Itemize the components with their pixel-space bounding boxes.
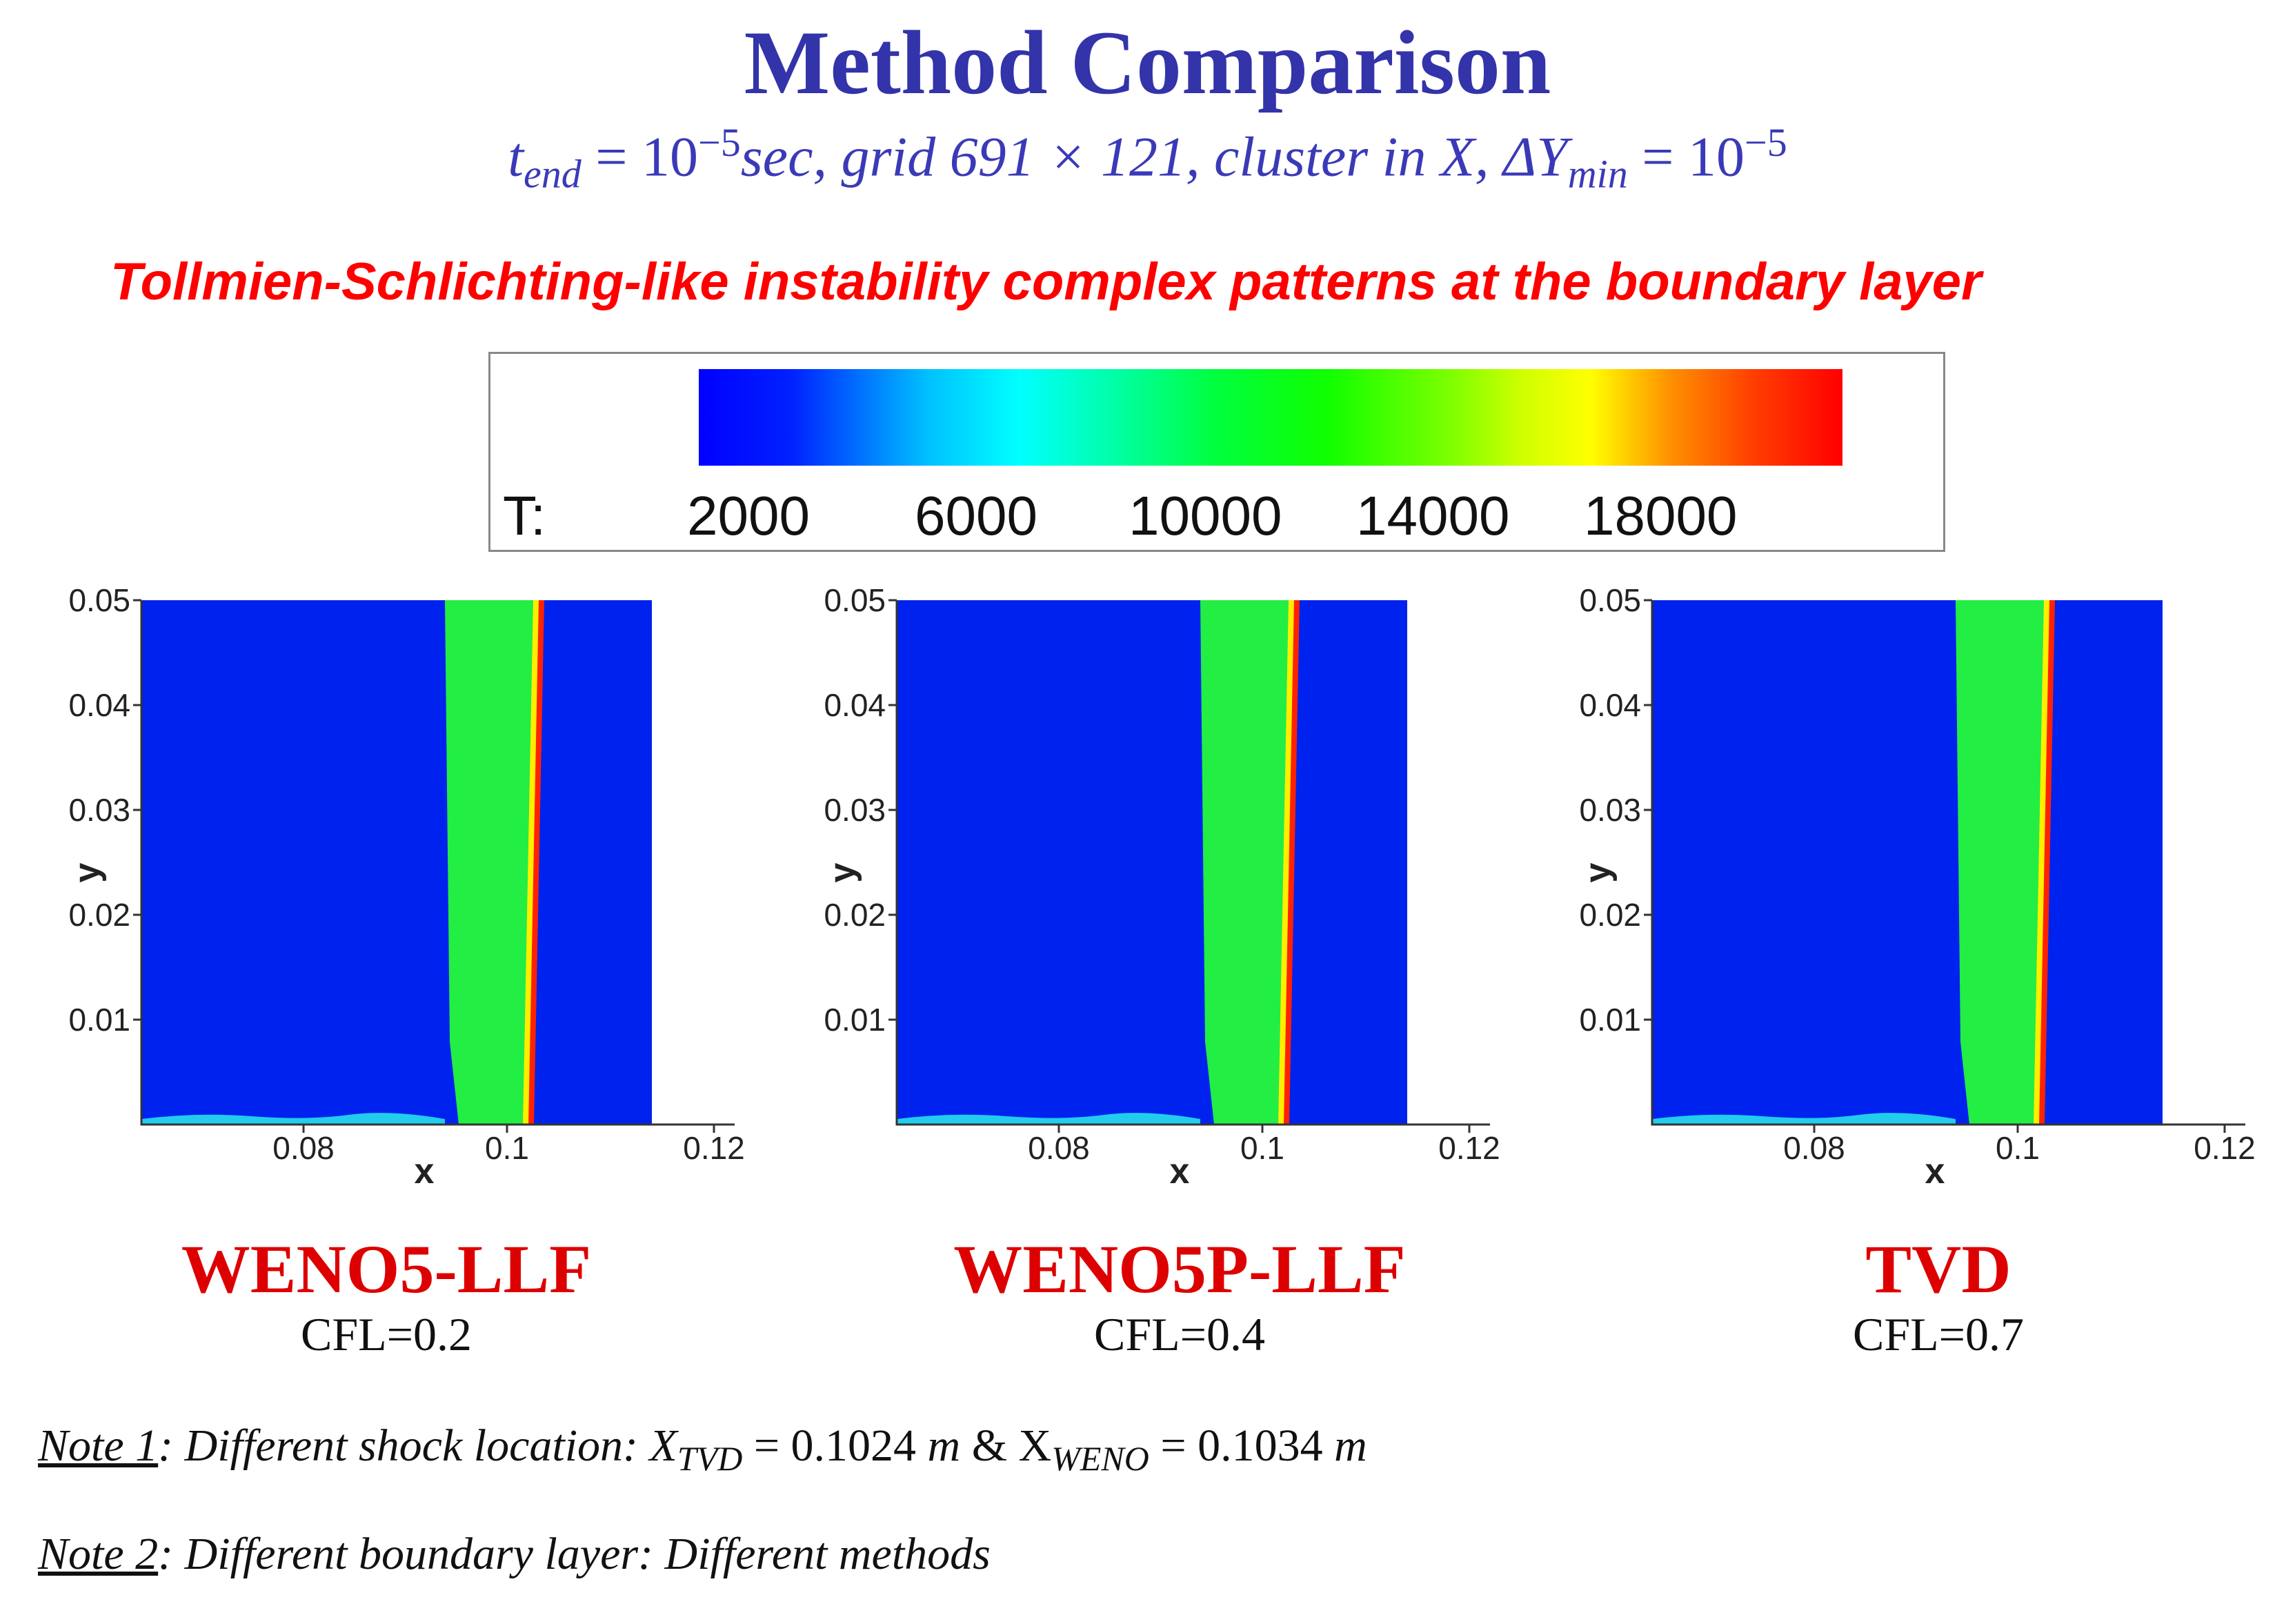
colorbar-legend: T: 2000 6000 10000 14000 18000 [488,352,1945,552]
y-tick-label: 0.04 [68,687,130,723]
method-label: WENO5-LLF [181,1231,592,1307]
shock-front [523,600,543,1125]
y-tick-label: 0.03 [1579,792,1641,828]
plot-background [1652,600,2163,1125]
mid-temperature-region [445,600,538,1125]
legend-tick: 2000 [687,485,810,546]
note-1: Note 1: Different shock location: XTVD =… [38,1420,1367,1478]
legend-tick: 18000 [1584,485,1738,546]
plot-panel-weno5-llf: 0.05 0.04 0.03 0.02 0.01 0.08 0.1 0.12 y x [38,576,769,1197]
boundary-layer [141,1113,445,1125]
y-tick-label: 0.01 [1579,1002,1641,1038]
legend-variable: T: [503,485,546,546]
x-tick-label: 0.1 [485,1130,529,1166]
y-tick-label: 0.03 [824,792,886,828]
y-tick-label: 0.05 [68,582,130,618]
legend-tick: 10000 [1129,485,1282,546]
y-tick-label: 0.04 [1579,687,1641,723]
subtitle-parameters: tend = 10−5sec, grid 691 × 121, cluster … [508,120,1787,197]
axes-lines [1651,600,2245,1126]
shock-front-core [1284,600,1300,1125]
axes-lines [895,600,1490,1126]
shock-front [2034,600,2054,1125]
contour-plot: 0.05 0.04 0.03 0.02 0.01 0.08 0.1 0.12 y x [1578,582,2256,1191]
y-axis-label: y [1578,862,1618,882]
plot-background [897,600,1407,1125]
x-tick-label: 0.12 [1438,1130,1500,1166]
y-tick-label: 0.02 [68,897,130,933]
cfl-label: CFL=0.7 [1852,1308,2025,1360]
colorbar-gradient [699,369,1842,466]
x-axis-label: x [415,1151,435,1191]
boundary-layer [897,1113,1200,1125]
mid-temperature-region [1200,600,1293,1125]
y-tick-label: 0.04 [824,687,886,723]
method-label: TVD [1865,1231,2011,1307]
x-tick-label: 0.08 [272,1130,335,1166]
cfl-label: CFL=0.4 [1093,1308,1266,1360]
y-tick-label: 0.02 [824,897,886,933]
plot-background [141,600,652,1125]
legend-tick: 14000 [1356,485,1510,546]
plot-panel-tvd: 0.05 0.04 0.03 0.02 0.01 0.08 0.1 0.12 y x [1549,576,2280,1197]
x-tick-label: 0.08 [1028,1130,1090,1166]
y-tick-label: 0.01 [68,1002,130,1038]
x-axis-label: x [1925,1151,1945,1191]
x-tick-label: 0.1 [1240,1130,1284,1166]
cfl-label: CFL=0.2 [300,1308,473,1360]
y-tick-label: 0.02 [1579,897,1641,933]
x-tick-label: 0.1 [1996,1130,2040,1166]
boundary-layer [1652,1113,1956,1125]
y-tick-label: 0.03 [68,792,130,828]
y-tick-label: 0.05 [1579,582,1641,618]
shock-front-core [528,600,544,1125]
y-axis-label: y [67,862,107,882]
x-axis-label: x [1170,1151,1190,1191]
mid-temperature-region [1956,600,2049,1125]
contour-plot: 0.05 0.04 0.03 0.02 0.01 0.08 0.1 0.12 y x [67,582,745,1191]
shock-front [1278,600,1298,1125]
plot-panel-weno5p-llf: 0.05 0.04 0.03 0.02 0.01 0.08 0.1 0.12 y x [793,576,1524,1197]
y-tick-label: 0.01 [824,1002,886,1038]
axes-lines [140,600,735,1126]
contour-plot: 0.05 0.04 0.03 0.02 0.01 0.08 0.1 0.12 y x [822,582,1500,1191]
legend-tick: 6000 [915,485,1037,546]
method-label: WENO5P-LLF [953,1231,1406,1307]
note-2: Note 2: Different boundary layer: Differ… [38,1529,991,1579]
x-tick-label: 0.12 [683,1130,745,1166]
y-axis-label: y [822,862,862,882]
shock-front-core [2039,600,2055,1125]
y-tick-label: 0.05 [824,582,886,618]
x-tick-label: 0.12 [2194,1130,2256,1166]
x-tick-label: 0.08 [1783,1130,1845,1166]
page-title: Method Comparison [744,12,1551,113]
headline-red: Tollmien-Schlichting-like instability co… [110,252,1982,311]
